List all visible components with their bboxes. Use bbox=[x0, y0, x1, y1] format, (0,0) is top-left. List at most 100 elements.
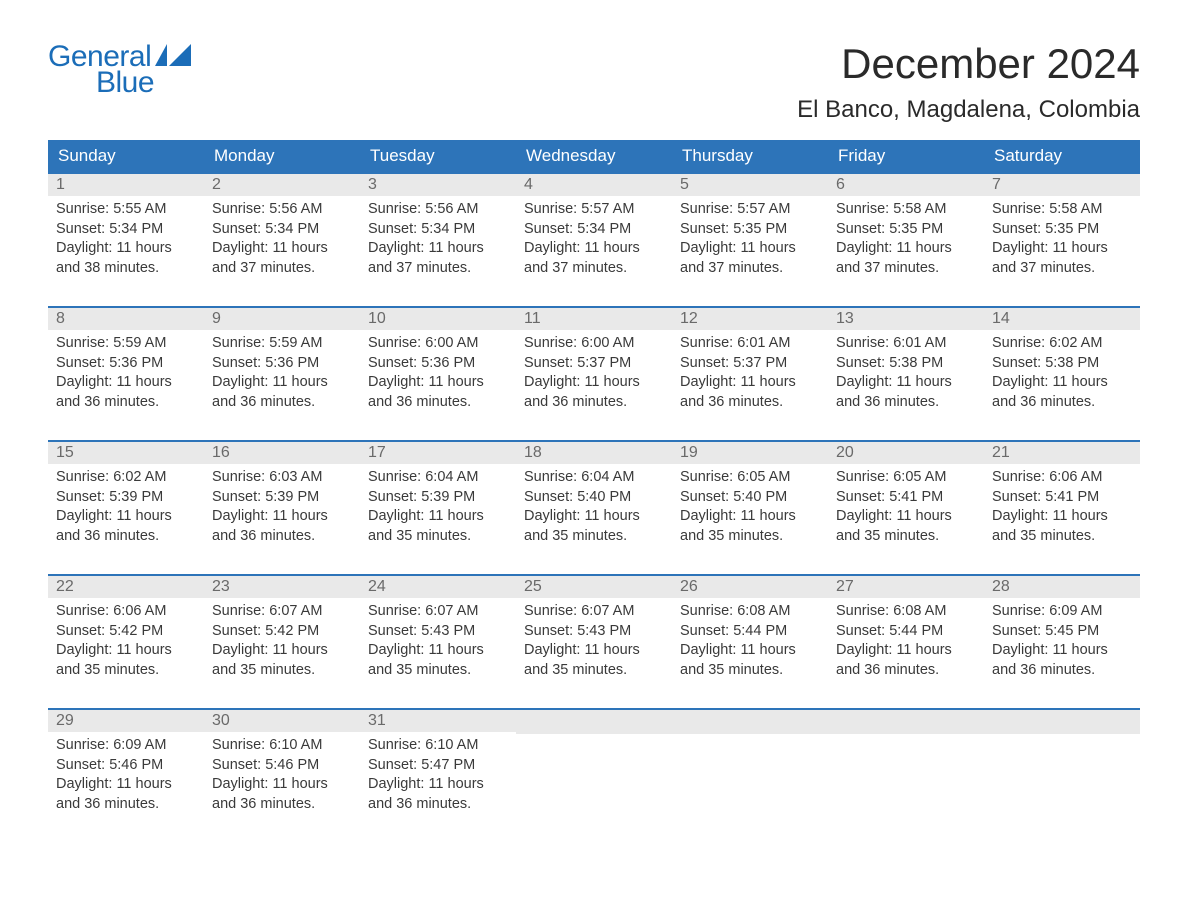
day-cell bbox=[984, 710, 1140, 830]
week-row: 29Sunrise: 6:09 AMSunset: 5:46 PMDayligh… bbox=[48, 708, 1140, 830]
day-cell: 2Sunrise: 5:56 AMSunset: 5:34 PMDaylight… bbox=[204, 174, 360, 294]
day-sunrise-text: Sunrise: 6:00 AM bbox=[368, 334, 508, 354]
day-sunrise-text: Sunrise: 6:00 AM bbox=[524, 334, 664, 354]
day-number: 5 bbox=[672, 174, 828, 196]
day-cell: 19Sunrise: 6:05 AMSunset: 5:40 PMDayligh… bbox=[672, 442, 828, 562]
day-cell: 29Sunrise: 6:09 AMSunset: 5:46 PMDayligh… bbox=[48, 710, 204, 830]
day-dl1-text: Daylight: 11 hours bbox=[836, 507, 976, 527]
day-body: Sunrise: 5:59 AMSunset: 5:36 PMDaylight:… bbox=[204, 330, 360, 420]
day-cell: 21Sunrise: 6:06 AMSunset: 5:41 PMDayligh… bbox=[984, 442, 1140, 562]
day-body: Sunrise: 5:57 AMSunset: 5:35 PMDaylight:… bbox=[672, 196, 828, 286]
day-dl2-text: and 36 minutes. bbox=[56, 527, 196, 547]
day-number: 13 bbox=[828, 308, 984, 330]
day-sunset-text: Sunset: 5:42 PM bbox=[56, 622, 196, 642]
day-cell: 16Sunrise: 6:03 AMSunset: 5:39 PMDayligh… bbox=[204, 442, 360, 562]
day-sunrise-text: Sunrise: 5:58 AM bbox=[992, 200, 1132, 220]
day-sunrise-text: Sunrise: 5:56 AM bbox=[212, 200, 352, 220]
day-cell: 1Sunrise: 5:55 AMSunset: 5:34 PMDaylight… bbox=[48, 174, 204, 294]
day-number: 20 bbox=[828, 442, 984, 464]
day-sunset-text: Sunset: 5:38 PM bbox=[836, 354, 976, 374]
day-dl2-text: and 36 minutes. bbox=[992, 661, 1132, 681]
day-dl1-text: Daylight: 11 hours bbox=[524, 507, 664, 527]
day-number: 26 bbox=[672, 576, 828, 598]
day-sunset-text: Sunset: 5:35 PM bbox=[680, 220, 820, 240]
day-sunrise-text: Sunrise: 6:03 AM bbox=[212, 468, 352, 488]
day-cell bbox=[516, 710, 672, 830]
logo-flag-icon bbox=[155, 44, 191, 71]
day-cell: 7Sunrise: 5:58 AMSunset: 5:35 PMDaylight… bbox=[984, 174, 1140, 294]
day-sunset-text: Sunset: 5:43 PM bbox=[524, 622, 664, 642]
day-dl2-text: and 36 minutes. bbox=[56, 795, 196, 815]
day-dl2-text: and 36 minutes. bbox=[524, 393, 664, 413]
day-dl2-text: and 35 minutes. bbox=[836, 527, 976, 547]
day-body bbox=[828, 734, 984, 824]
day-dl2-text: and 36 minutes. bbox=[992, 393, 1132, 413]
day-header-row: Sunday Monday Tuesday Wednesday Thursday… bbox=[48, 140, 1140, 172]
day-body: Sunrise: 5:58 AMSunset: 5:35 PMDaylight:… bbox=[984, 196, 1140, 286]
day-sunset-text: Sunset: 5:34 PM bbox=[56, 220, 196, 240]
day-body: Sunrise: 6:03 AMSunset: 5:39 PMDaylight:… bbox=[204, 464, 360, 554]
day-cell bbox=[672, 710, 828, 830]
day-dl1-text: Daylight: 11 hours bbox=[680, 373, 820, 393]
day-dl1-text: Daylight: 11 hours bbox=[212, 775, 352, 795]
day-body: Sunrise: 6:06 AMSunset: 5:42 PMDaylight:… bbox=[48, 598, 204, 688]
weeks-container: 1Sunrise: 5:55 AMSunset: 5:34 PMDaylight… bbox=[48, 172, 1140, 830]
day-cell: 28Sunrise: 6:09 AMSunset: 5:45 PMDayligh… bbox=[984, 576, 1140, 696]
day-cell: 25Sunrise: 6:07 AMSunset: 5:43 PMDayligh… bbox=[516, 576, 672, 696]
day-sunset-text: Sunset: 5:46 PM bbox=[56, 756, 196, 776]
logo-text-blue: Blue bbox=[96, 66, 154, 100]
day-dl2-text: and 35 minutes. bbox=[368, 527, 508, 547]
day-sunrise-text: Sunrise: 6:08 AM bbox=[680, 602, 820, 622]
day-sunset-text: Sunset: 5:39 PM bbox=[368, 488, 508, 508]
day-dl2-text: and 35 minutes. bbox=[524, 661, 664, 681]
day-sunset-text: Sunset: 5:41 PM bbox=[836, 488, 976, 508]
day-dl2-text: and 35 minutes. bbox=[212, 661, 352, 681]
day-dl2-text: and 35 minutes. bbox=[56, 661, 196, 681]
day-number bbox=[672, 710, 828, 734]
day-sunrise-text: Sunrise: 6:02 AM bbox=[992, 334, 1132, 354]
day-dl1-text: Daylight: 11 hours bbox=[524, 641, 664, 661]
day-body: Sunrise: 5:55 AMSunset: 5:34 PMDaylight:… bbox=[48, 196, 204, 286]
day-number: 22 bbox=[48, 576, 204, 598]
day-dl1-text: Daylight: 11 hours bbox=[56, 641, 196, 661]
day-dl2-text: and 37 minutes. bbox=[992, 259, 1132, 279]
day-body: Sunrise: 6:07 AMSunset: 5:43 PMDaylight:… bbox=[360, 598, 516, 688]
day-sunset-text: Sunset: 5:36 PM bbox=[368, 354, 508, 374]
day-number bbox=[516, 710, 672, 734]
day-sunrise-text: Sunrise: 6:07 AM bbox=[212, 602, 352, 622]
day-number: 16 bbox=[204, 442, 360, 464]
day-number: 12 bbox=[672, 308, 828, 330]
day-sunrise-text: Sunrise: 6:10 AM bbox=[368, 736, 508, 756]
day-dl1-text: Daylight: 11 hours bbox=[836, 239, 976, 259]
week-row: 8Sunrise: 5:59 AMSunset: 5:36 PMDaylight… bbox=[48, 306, 1140, 428]
day-dl1-text: Daylight: 11 hours bbox=[56, 775, 196, 795]
day-dl2-text: and 36 minutes. bbox=[836, 393, 976, 413]
day-cell: 30Sunrise: 6:10 AMSunset: 5:46 PMDayligh… bbox=[204, 710, 360, 830]
day-dl1-text: Daylight: 11 hours bbox=[368, 507, 508, 527]
day-body: Sunrise: 6:05 AMSunset: 5:40 PMDaylight:… bbox=[672, 464, 828, 554]
day-sunset-text: Sunset: 5:39 PM bbox=[212, 488, 352, 508]
day-dl2-text: and 36 minutes. bbox=[212, 393, 352, 413]
day-body: Sunrise: 6:08 AMSunset: 5:44 PMDaylight:… bbox=[828, 598, 984, 688]
day-dl1-text: Daylight: 11 hours bbox=[368, 239, 508, 259]
day-sunset-text: Sunset: 5:36 PM bbox=[212, 354, 352, 374]
day-dl1-text: Daylight: 11 hours bbox=[992, 373, 1132, 393]
day-sunset-text: Sunset: 5:37 PM bbox=[680, 354, 820, 374]
day-header-cell: Wednesday bbox=[516, 140, 672, 172]
day-sunset-text: Sunset: 5:47 PM bbox=[368, 756, 508, 776]
day-body: Sunrise: 6:00 AMSunset: 5:37 PMDaylight:… bbox=[516, 330, 672, 420]
day-body: Sunrise: 6:08 AMSunset: 5:44 PMDaylight:… bbox=[672, 598, 828, 688]
day-dl2-text: and 35 minutes. bbox=[992, 527, 1132, 547]
day-sunrise-text: Sunrise: 6:05 AM bbox=[836, 468, 976, 488]
day-sunset-text: Sunset: 5:34 PM bbox=[368, 220, 508, 240]
day-dl1-text: Daylight: 11 hours bbox=[524, 373, 664, 393]
day-number: 7 bbox=[984, 174, 1140, 196]
day-cell bbox=[828, 710, 984, 830]
day-cell: 11Sunrise: 6:00 AMSunset: 5:37 PMDayligh… bbox=[516, 308, 672, 428]
day-sunrise-text: Sunrise: 6:10 AM bbox=[212, 736, 352, 756]
day-dl1-text: Daylight: 11 hours bbox=[212, 373, 352, 393]
day-sunset-text: Sunset: 5:34 PM bbox=[524, 220, 664, 240]
day-number: 21 bbox=[984, 442, 1140, 464]
day-cell: 22Sunrise: 6:06 AMSunset: 5:42 PMDayligh… bbox=[48, 576, 204, 696]
day-header-cell: Friday bbox=[828, 140, 984, 172]
